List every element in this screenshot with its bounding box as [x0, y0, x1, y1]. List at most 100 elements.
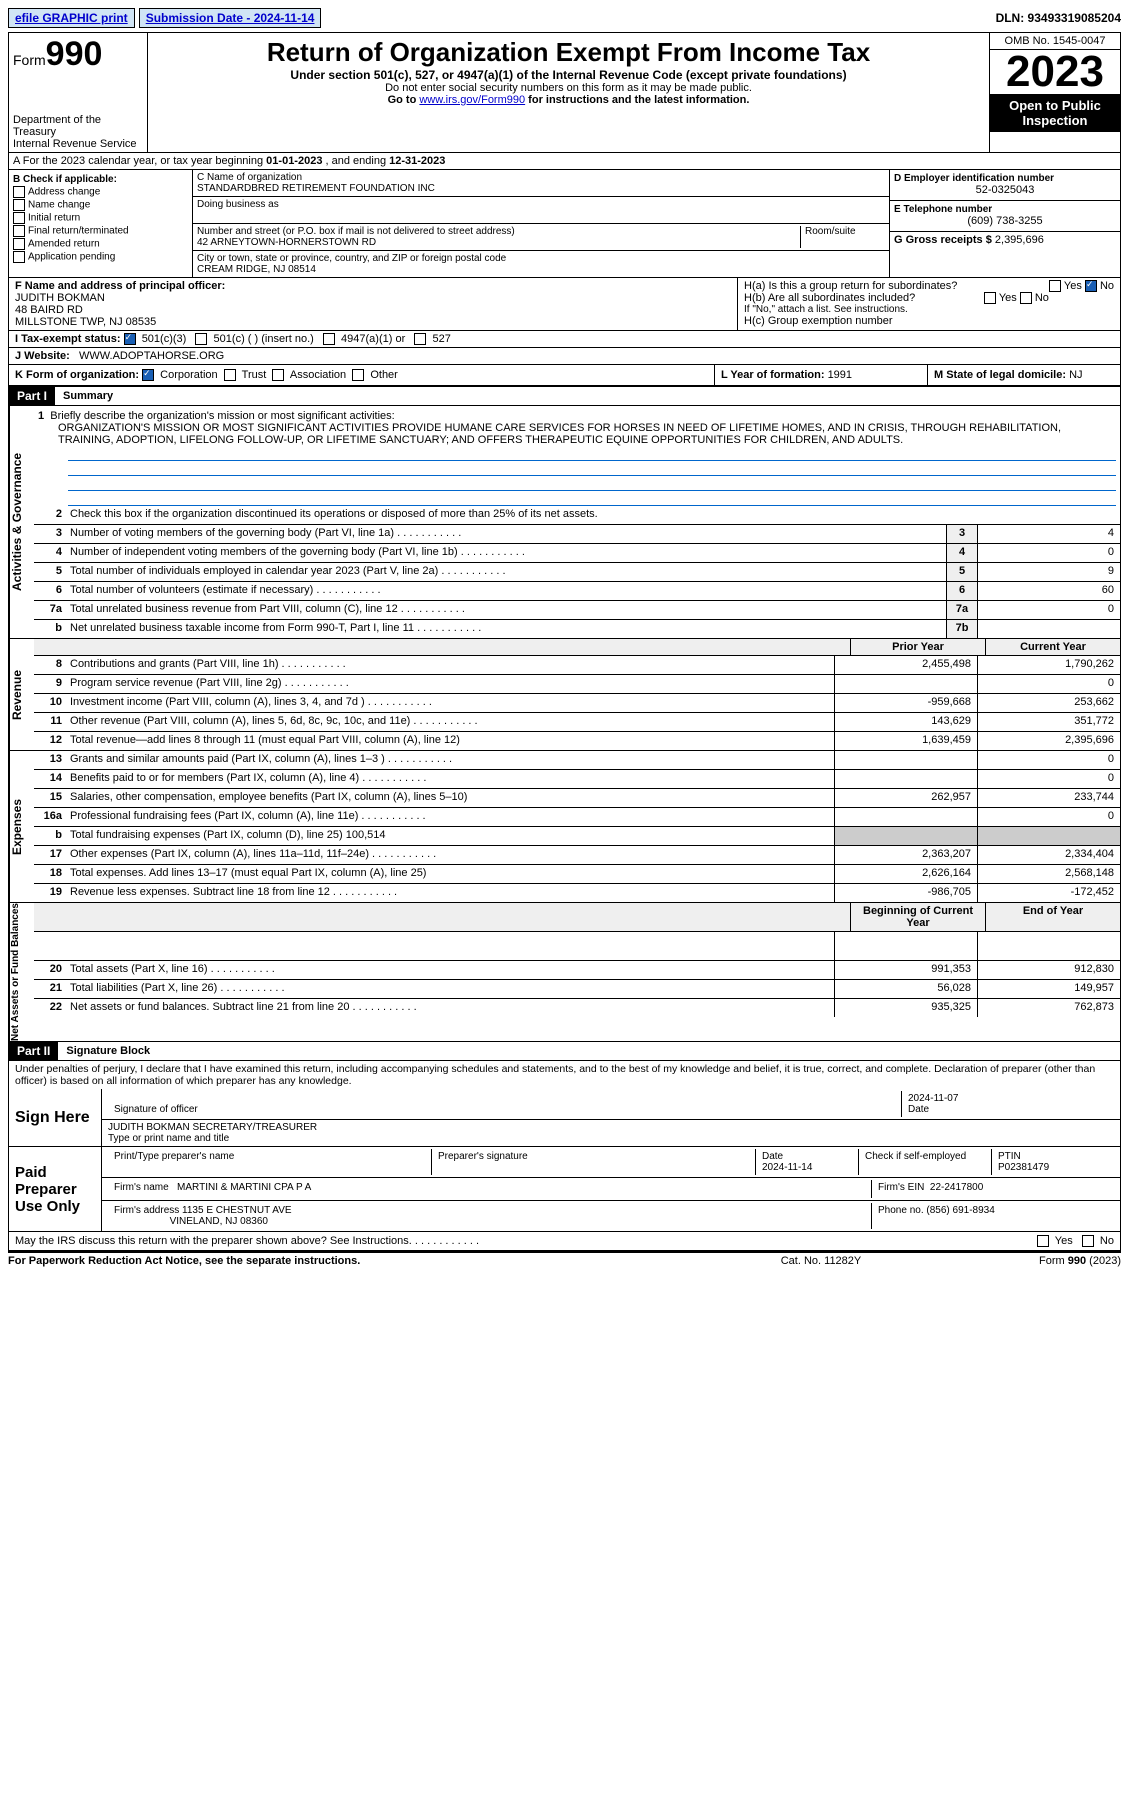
- hdr-prior: Prior Year: [850, 639, 985, 655]
- row-a: A For the 2023 calendar year, or tax yea…: [9, 153, 1120, 170]
- v4: 0: [977, 544, 1120, 562]
- c21: 149,957: [977, 980, 1120, 998]
- summary-expenses: Expenses 13Grants and similar amounts pa…: [8, 751, 1121, 903]
- l18: Total expenses. Add lines 13–17 (must eq…: [70, 867, 426, 879]
- prep-print-label: Print/Type preparer's name: [108, 1149, 432, 1175]
- c20: 912,830: [977, 961, 1120, 979]
- l15: Salaries, other compensation, employee b…: [70, 791, 467, 803]
- k-other[interactable]: Other: [370, 369, 398, 381]
- opt-initial[interactable]: Initial return: [28, 213, 80, 224]
- v7a: 0: [977, 601, 1120, 619]
- l13: Grants and similar amounts paid (Part IX…: [70, 753, 385, 765]
- form-label: Form: [13, 52, 46, 68]
- col-b: B Check if applicable: Address change Na…: [9, 170, 193, 277]
- vtab-revenue: Revenue: [9, 639, 34, 750]
- p9: [834, 675, 977, 693]
- firmaddr-label: Firm's address: [114, 1205, 179, 1216]
- submission-date: Submission Date - 2024-11-14: [139, 8, 322, 28]
- k-trust[interactable]: Trust: [242, 369, 267, 381]
- summary-netassets: Net Assets or Fund Balances Beginning of…: [8, 903, 1121, 1042]
- col-d: D Employer identification number52-03250…: [889, 170, 1120, 277]
- c11: 351,772: [977, 713, 1120, 731]
- k-corp[interactable]: Corporation: [160, 369, 217, 381]
- i-label: I Tax-exempt status:: [15, 333, 121, 345]
- street-label: Number and street (or P.O. box if mail i…: [197, 226, 515, 237]
- firmphone-label: Phone no.: [878, 1205, 924, 1216]
- hdr-begin: Beginning of Current Year: [850, 903, 985, 931]
- dba-label: Doing business as: [197, 199, 279, 210]
- l16b: Total fundraising expenses (Part IX, col…: [70, 829, 386, 841]
- l5: Total number of individuals employed in …: [70, 565, 438, 577]
- perjury-text: Under penalties of perjury, I declare th…: [8, 1060, 1121, 1089]
- sig-date-label: Date: [908, 1104, 929, 1115]
- firmname: MARTINI & MARTINI CPA P A: [177, 1182, 311, 1193]
- opt-address[interactable]: Address change: [28, 187, 100, 198]
- dln: DLN: 93493319085204: [996, 11, 1121, 25]
- prep-date-label: Date: [762, 1151, 783, 1162]
- c9: 0: [977, 675, 1120, 693]
- signature-block: Sign Here Signature of officer2024-11-07…: [8, 1089, 1121, 1251]
- ein: 52-0325043: [894, 184, 1116, 196]
- v7b: [977, 620, 1120, 638]
- l22: Net assets or fund balances. Subtract li…: [70, 1001, 349, 1013]
- p19: -986,705: [834, 884, 977, 902]
- l1-label: Briefly describe the organization's miss…: [50, 410, 394, 422]
- gross-label: G Gross receipts $: [894, 234, 992, 246]
- preparer-label: Paid Preparer Use Only: [9, 1147, 102, 1231]
- k-label: K Form of organization:: [15, 369, 139, 381]
- opt-pending[interactable]: Application pending: [28, 252, 115, 263]
- l20: Total assets (Part X, line 16): [70, 963, 208, 975]
- b-label: B Check if applicable:: [13, 174, 117, 185]
- i-501c3[interactable]: 501(c)(3): [142, 333, 187, 345]
- k-assoc[interactable]: Association: [290, 369, 346, 381]
- opt-name[interactable]: Name change: [28, 200, 90, 211]
- i-527[interactable]: 527: [432, 333, 450, 345]
- sig-date-val: 2024-11-07: [908, 1093, 958, 1104]
- prep-selfemp[interactable]: Check if self-employed: [865, 1151, 966, 1162]
- city: CREAM RIDGE, NJ 08514: [197, 264, 316, 275]
- p22: 935,325: [834, 999, 977, 1017]
- c13: 0: [977, 751, 1120, 769]
- website-link[interactable]: WWW.ADOPTAHORSE.ORG: [79, 350, 224, 362]
- i-501c[interactable]: 501(c) ( ) (insert no.): [214, 333, 314, 345]
- p8: 2,455,498: [834, 656, 977, 674]
- hc-label: H(c) Group exemption number: [744, 315, 1114, 327]
- l16a: Professional fundraising fees (Part IX, …: [70, 810, 358, 822]
- p17: 2,363,207: [834, 846, 977, 864]
- opt-amended[interactable]: Amended return: [28, 239, 100, 250]
- vtab-netassets: Net Assets or Fund Balances: [9, 903, 34, 1041]
- opt-final[interactable]: Final return/terminated: [28, 226, 129, 237]
- paperwork-notice: For Paperwork Reduction Act Notice, see …: [8, 1255, 721, 1267]
- c12: 2,395,696: [977, 732, 1120, 750]
- i-4947[interactable]: 4947(a)(1) or: [341, 333, 405, 345]
- l19: Revenue less expenses. Subtract line 18 …: [70, 886, 330, 898]
- l17: Other expenses (Part IX, column (A), lin…: [70, 848, 369, 860]
- vtab-expenses: Expenses: [9, 751, 34, 902]
- firmein: 22-2417800: [930, 1182, 983, 1193]
- f-label: F Name and address of principal officer:: [15, 280, 225, 292]
- i-row: I Tax-exempt status: 501(c)(3) 501(c) ( …: [9, 331, 738, 347]
- sig-officer-label: Signature of officer: [114, 1104, 198, 1115]
- c14: 0: [977, 770, 1120, 788]
- page-footer: For Paperwork Reduction Act Notice, see …: [8, 1255, 1121, 1267]
- l11: Other revenue (Part VIII, column (A), li…: [70, 715, 410, 727]
- c15: 233,744: [977, 789, 1120, 807]
- efile-link[interactable]: efile GRAPHIC print: [8, 8, 135, 28]
- p15: 262,957: [834, 789, 977, 807]
- dept-label: Department of the Treasury: [13, 114, 143, 138]
- ein-label: D Employer identification number: [894, 173, 1054, 184]
- prep-sig-label: Preparer's signature: [432, 1149, 756, 1175]
- form-header: Form990 Department of the Treasury Inter…: [8, 32, 1121, 153]
- gross-val: 2,395,696: [995, 234, 1044, 246]
- officer-addr1: 48 BAIRD RD: [15, 304, 83, 316]
- col-c: C Name of organizationSTANDARDBRED RETIR…: [193, 170, 889, 277]
- hdr-curr: Current Year: [985, 639, 1120, 655]
- l8: Contributions and grants (Part VIII, lin…: [70, 658, 279, 670]
- c19: -172,452: [977, 884, 1120, 902]
- hdr-end: End of Year: [985, 903, 1120, 931]
- f-block: F Name and address of principal officer:…: [9, 278, 737, 330]
- irs-link[interactable]: www.irs.gov/Form990: [419, 94, 525, 106]
- org-name: STANDARDBRED RETIREMENT FOUNDATION INC: [197, 183, 435, 194]
- v3: 4: [977, 525, 1120, 543]
- phone-label: E Telephone number: [894, 204, 992, 215]
